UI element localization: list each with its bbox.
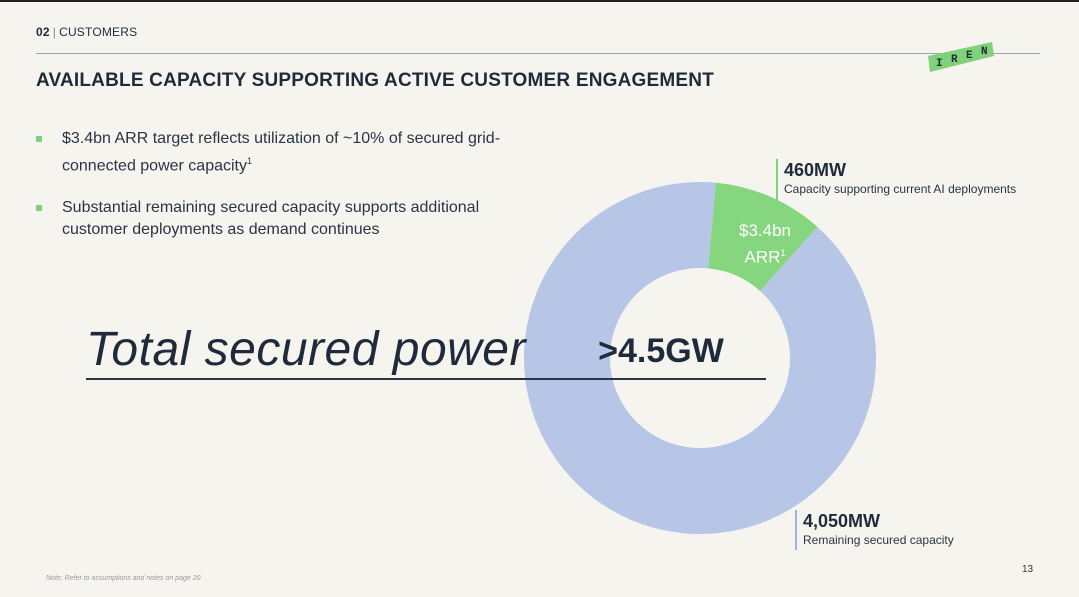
- callout-value: 460MW: [784, 160, 847, 180]
- donut-slice-remaining-capacity: [524, 182, 876, 535]
- header-rule: [36, 53, 1040, 54]
- callout-remaining-capacity: 4,050MW Remaining secured capacity: [795, 510, 954, 550]
- callout-ai-capacity: 460MW Capacity supporting current AI dep…: [776, 159, 1016, 201]
- top-border: [0, 0, 1079, 2]
- page-title: AVAILABLE CAPACITY SUPPORTING ACTIVE CUS…: [36, 70, 714, 91]
- section-separator: |: [52, 25, 57, 39]
- donut-slice-ai-deployments: [708, 182, 818, 291]
- slice-label-text: ARR: [744, 247, 781, 267]
- bullet-list: $3.4bn ARR target reflects utilization o…: [36, 128, 506, 261]
- bullet-item: Substantial remaining secured capacity s…: [36, 197, 506, 241]
- bullet-item: $3.4bn ARR target reflects utilization o…: [36, 128, 506, 177]
- callout-description: Capacity supporting current AI deploymen…: [784, 182, 1017, 196]
- bullet-marker: [36, 136, 42, 142]
- logo-letter: R: [951, 54, 958, 66]
- callout-description: Remaining secured capacity: [803, 533, 954, 547]
- bullet-text: $3.4bn ARR target reflects utilization o…: [62, 130, 501, 175]
- footnote-marker: 1: [247, 156, 253, 166]
- donut-center-label: >4.5GW: [598, 332, 724, 370]
- page-number: 13: [1022, 564, 1034, 575]
- bullet-marker: [36, 205, 42, 212]
- capacity-donut-chart: [520, 178, 880, 543]
- slice-label-value: $3.4bn: [739, 221, 791, 240]
- slice-label: $3.4bn ARR1: [725, 220, 805, 269]
- logo-letter: E: [966, 50, 973, 62]
- section-number: 02: [36, 25, 50, 39]
- footnote-note: Note: Refer to assumptions and notes on …: [46, 575, 201, 582]
- section-label: 02 | CUSTOMERS: [36, 25, 137, 39]
- headline: Total secured power: [86, 323, 526, 376]
- callout-value: 4,050MW: [803, 511, 881, 531]
- bullet-text: Substantial remaining secured capacity s…: [62, 199, 480, 239]
- logo-letter: N: [981, 46, 988, 58]
- headline-underline: [86, 378, 766, 380]
- iren-logo: I R E N: [926, 40, 996, 72]
- section-name: CUSTOMERS: [59, 25, 138, 39]
- logo-letter: I: [936, 58, 943, 70]
- footnote-marker: 1: [780, 248, 786, 258]
